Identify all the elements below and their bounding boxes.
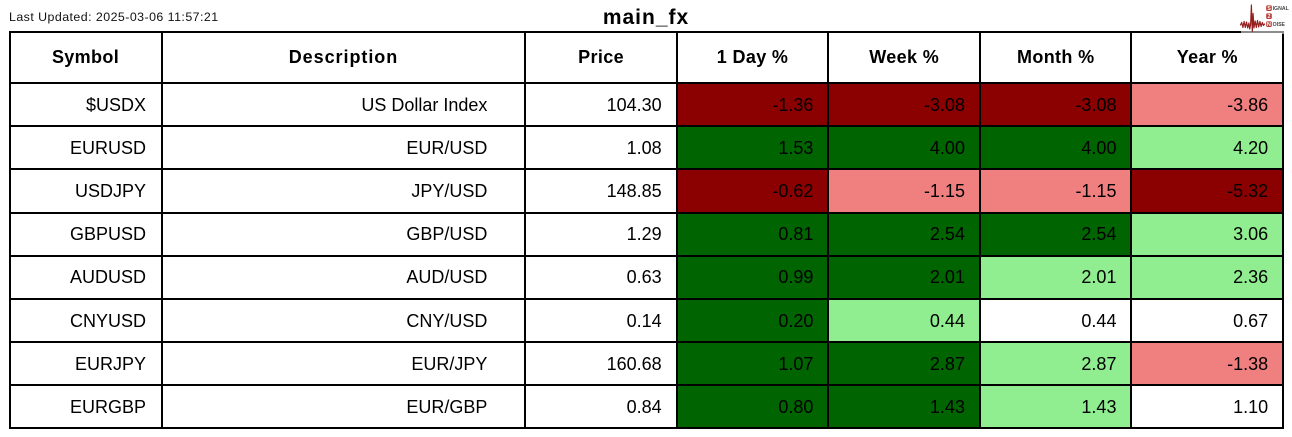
svg-text:S: S	[1267, 6, 1271, 12]
svg-text:N: N	[1267, 22, 1271, 28]
svg-text:OISE: OISE	[1273, 22, 1286, 28]
svg-text:IGNAL: IGNAL	[1273, 6, 1290, 12]
svg-text:2: 2	[1268, 14, 1271, 20]
